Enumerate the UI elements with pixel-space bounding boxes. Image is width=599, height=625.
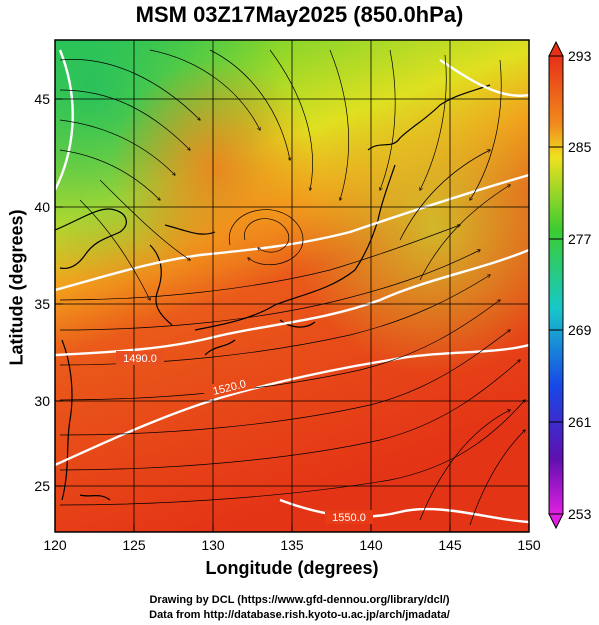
x-tick-150: 150 (517, 537, 541, 553)
lat-lon-grid (55, 40, 529, 532)
contour-label-1550: 1550.0 (332, 512, 366, 524)
x-tick-130: 130 (201, 537, 225, 553)
y-axis-label: Latitude (degrees) (6, 209, 27, 366)
colorbar-tick-269: 269 (568, 322, 592, 338)
y-axis (55, 98, 63, 487)
y-tick-45: 45 (34, 91, 50, 107)
contour-label-1490: 1490.0 (123, 353, 157, 365)
colorbar-tick-261: 261 (568, 414, 592, 430)
colorbar-tick-293: 293 (568, 48, 592, 64)
colorbar-top-triangle (548, 40, 564, 57)
x-tick-135: 135 (280, 537, 304, 553)
credit-data: Data from http://database.rish.kyoto-u.a… (149, 609, 450, 621)
y-tick-35: 35 (34, 296, 50, 312)
x-tick-140: 140 (359, 537, 383, 553)
x-axis-label: Longitude (degrees) (205, 558, 379, 578)
x-tick-125: 125 (122, 537, 146, 553)
credit-drawing: Drawing by DCL (https://www.gfd-dennou.o… (149, 594, 450, 606)
colorbar-tick-277: 277 (568, 231, 592, 247)
x-tick-120: 120 (43, 537, 67, 553)
colorbar-tick-285: 285 (568, 139, 592, 155)
colorbar: 293 285 277 269 261 253 (548, 40, 592, 530)
colorbar-bottom-triangle (548, 513, 564, 530)
x-tick-145: 145 (438, 537, 462, 553)
x-axis (54, 524, 530, 532)
y-tick-40: 40 (34, 199, 50, 215)
colorbar-tick-253: 253 (568, 506, 592, 522)
coastline (55, 84, 491, 501)
map-title: MSM 03Z17May2025 (850.0hPa) (135, 2, 464, 27)
plot-area (55, 40, 529, 532)
y-tick-30: 30 (34, 393, 50, 409)
y-tick-25: 25 (34, 478, 50, 494)
contour-labels: 1490.0 1520.0 1550.0 (116, 351, 373, 524)
